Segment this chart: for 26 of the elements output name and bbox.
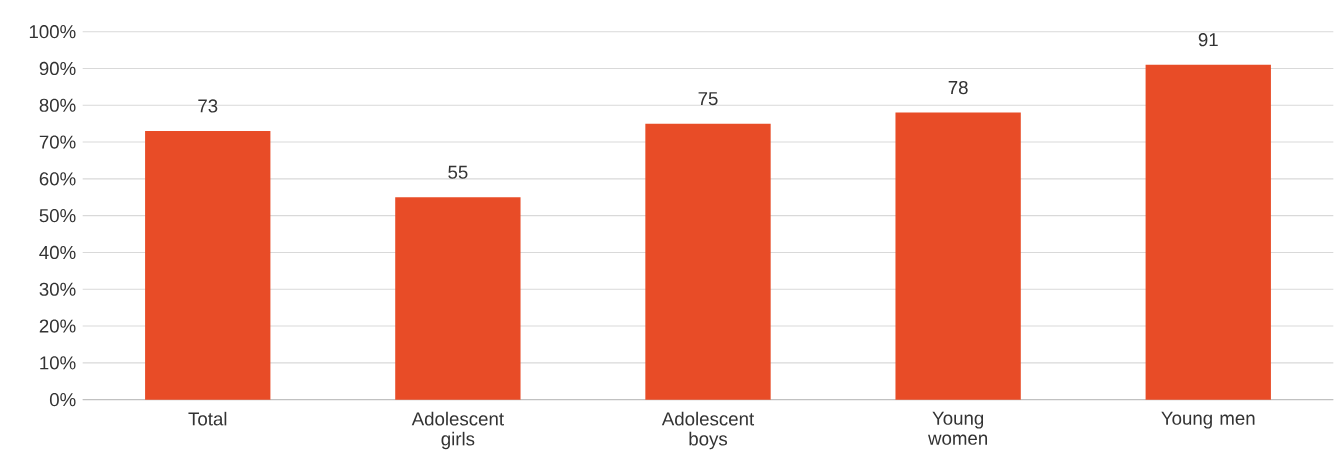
y-tick-label: 0% <box>49 393 76 407</box>
data-label: 78 <box>948 80 968 95</box>
x-tick-label: Adolescent boys <box>661 411 755 450</box>
data-label: 91 <box>1198 33 1218 47</box>
x-tick-label: Total <box>188 411 227 426</box>
y-tick-label: 10% <box>40 356 76 370</box>
x-tick-label: Adolescent girls <box>411 411 504 450</box>
data-label: 55 <box>448 165 468 179</box>
y-tick-label: 100% <box>29 25 76 39</box>
bar <box>395 197 521 400</box>
data-label: 75 <box>698 92 718 106</box>
data-label: 73 <box>198 99 218 113</box>
y-tick-label: 70% <box>39 135 76 149</box>
bar <box>1145 64 1271 400</box>
y-tick-label: 90% <box>39 61 76 76</box>
bar <box>645 123 771 400</box>
x-tick-label: Young men <box>1161 411 1255 429</box>
y-tick-label: 80% <box>39 98 76 112</box>
bar <box>895 112 1021 400</box>
y-tick-label: 40% <box>39 245 76 260</box>
y-tick-label: 60% <box>39 172 76 186</box>
x-tick-label: Young women <box>928 411 988 445</box>
bar <box>145 131 271 400</box>
y-tick-label: 30% <box>39 282 76 296</box>
y-tick-label: 20% <box>39 319 76 333</box>
y-tick-label: 50% <box>39 209 76 223</box>
